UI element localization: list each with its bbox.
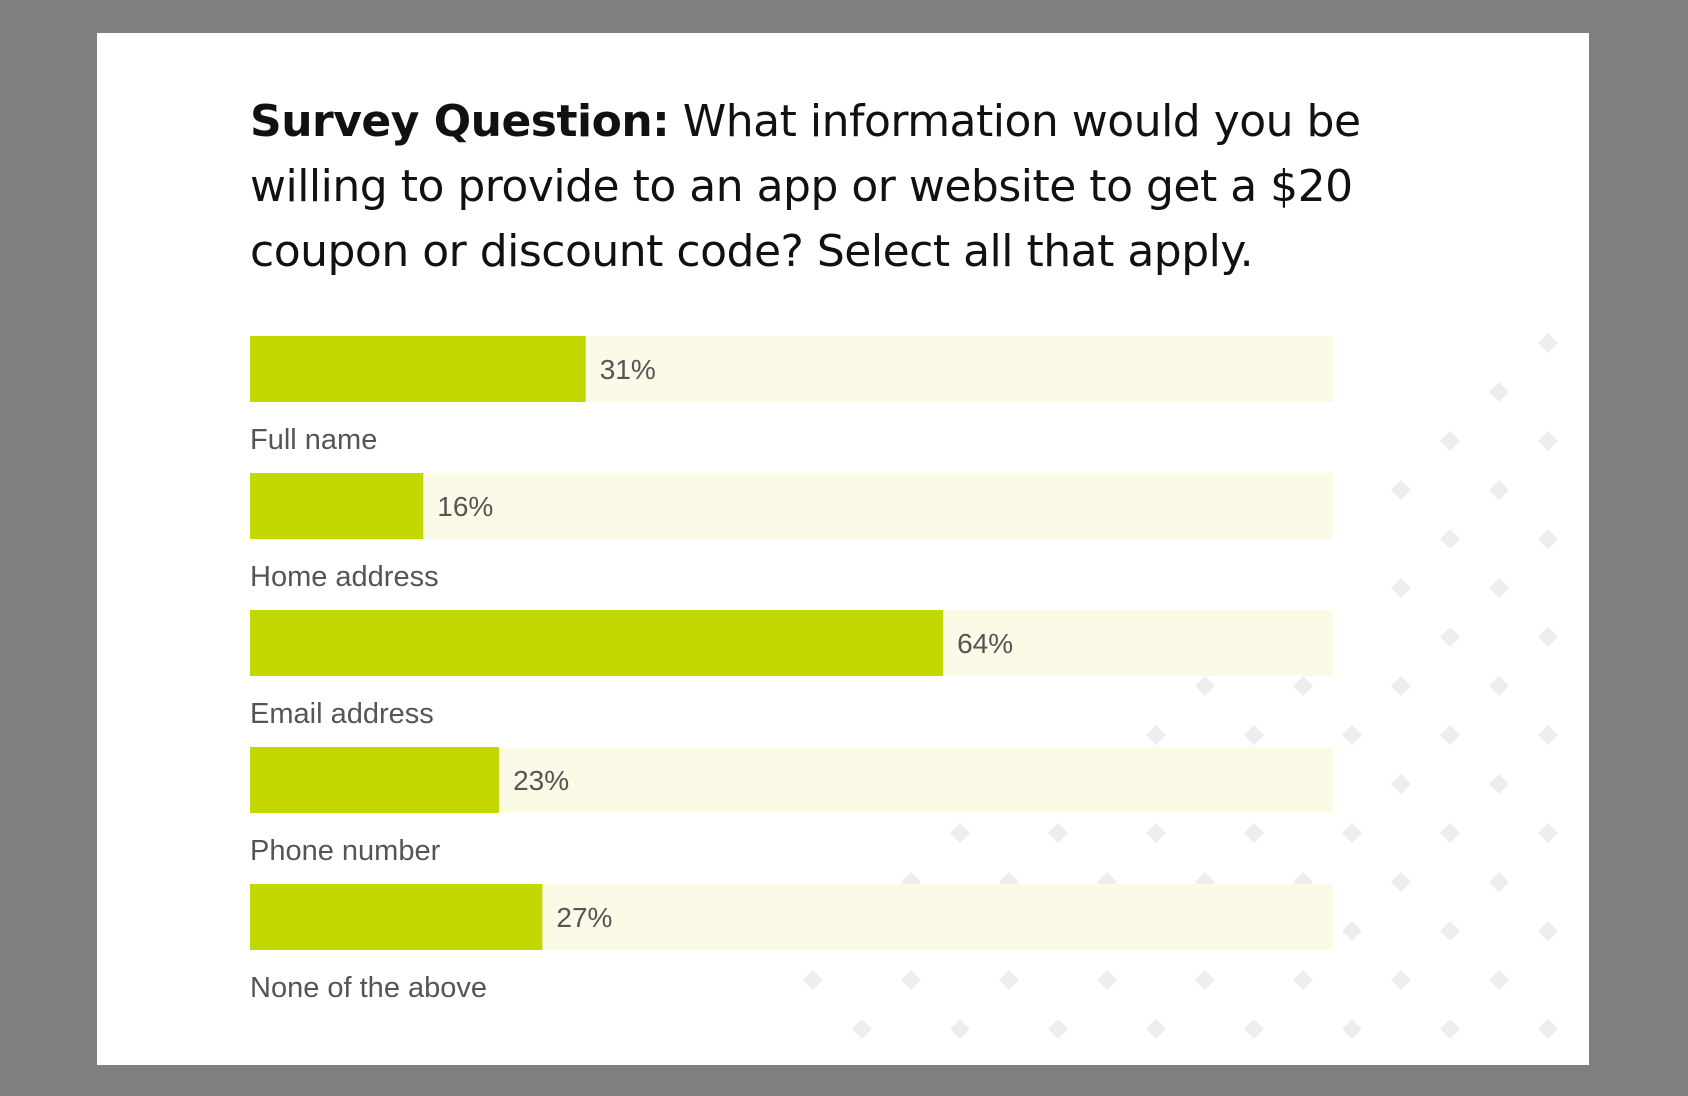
decor-diamond (1489, 382, 1509, 402)
category-label: Full name (250, 424, 377, 456)
bar (250, 473, 424, 539)
bar-track (250, 473, 1333, 539)
survey-card: Survey Question: What information would … (97, 33, 1589, 1065)
category-label: Email address (250, 698, 434, 730)
bar-value-label: 27% (556, 902, 612, 933)
bar (250, 747, 500, 813)
decor-diamond (1538, 921, 1558, 941)
decor-diamond (1538, 333, 1558, 353)
decor-diamond (1195, 970, 1215, 990)
decor-diamond (1342, 725, 1362, 745)
decor-diamond (1048, 1019, 1068, 1039)
decor-diamond (1146, 725, 1166, 745)
decor-diamond (950, 823, 970, 843)
decor-diamond (1391, 578, 1411, 598)
decor-diamond (1538, 627, 1558, 647)
decor-diamond (999, 970, 1019, 990)
bar-chart: 31% Full name 16% Home address 64% Email addr… (250, 336, 1333, 1004)
decor-diamond (1195, 676, 1215, 696)
decor-diamond (950, 1019, 970, 1039)
decor-diamond (1342, 921, 1362, 941)
bar (250, 336, 586, 402)
decor-diamond (1391, 970, 1411, 990)
question-text: What information would you be willing to… (250, 96, 1361, 277)
bar-value-label: 31% (600, 354, 656, 385)
decor-diamond (1342, 1019, 1362, 1039)
decor-diamond (1538, 1019, 1558, 1039)
decor-diamond (1440, 1019, 1460, 1039)
decor-diamond (1440, 431, 1460, 451)
decor-diamond (1489, 774, 1509, 794)
decor-diamond (901, 970, 921, 990)
decor-diamond (1440, 627, 1460, 647)
decor-diamond (1538, 431, 1558, 451)
decor-diamond (1391, 480, 1411, 500)
question-label: Survey Question: (250, 96, 670, 147)
decor-diamond (1489, 480, 1509, 500)
decor-diamond (1538, 529, 1558, 549)
decor-diamond (1146, 1019, 1166, 1039)
decor-diamond (1097, 970, 1117, 990)
category-label: Phone number (250, 835, 441, 867)
decor-diamond (1538, 823, 1558, 843)
decor-diamond (1489, 970, 1509, 990)
category-label: None of the above (250, 972, 487, 1004)
decor-diamond (1489, 578, 1509, 598)
decor-diamond (803, 970, 823, 990)
decor-diamond (1391, 676, 1411, 696)
decor-diamond (852, 1019, 872, 1039)
decor-diamond (1293, 970, 1313, 990)
decor-diamond (1538, 725, 1558, 745)
decor-diamond (1489, 676, 1509, 696)
decor-diamond (1391, 774, 1411, 794)
decor-diamond (1440, 823, 1460, 843)
bar-value-label: 16% (437, 491, 493, 522)
decor-diamond (1440, 725, 1460, 745)
decor-diamond (1391, 872, 1411, 892)
bar (250, 610, 944, 676)
decor-diamond (1146, 823, 1166, 843)
decor-diamond (1244, 725, 1264, 745)
survey-question: Survey Question: What information would … (250, 89, 1430, 284)
decor-diamond (1440, 921, 1460, 941)
bar-value-label: 64% (957, 628, 1013, 659)
decor-diamond (1489, 872, 1509, 892)
decor-diamond (1440, 529, 1460, 549)
decor-diamond (1244, 823, 1264, 843)
decor-diamond (1342, 823, 1362, 843)
decor-diamond (1293, 676, 1313, 696)
decor-diamond (1048, 823, 1068, 843)
bar (250, 884, 543, 950)
category-label: Home address (250, 561, 439, 593)
decor-diamond (1244, 1019, 1264, 1039)
bar-value-label: 23% (513, 765, 569, 796)
